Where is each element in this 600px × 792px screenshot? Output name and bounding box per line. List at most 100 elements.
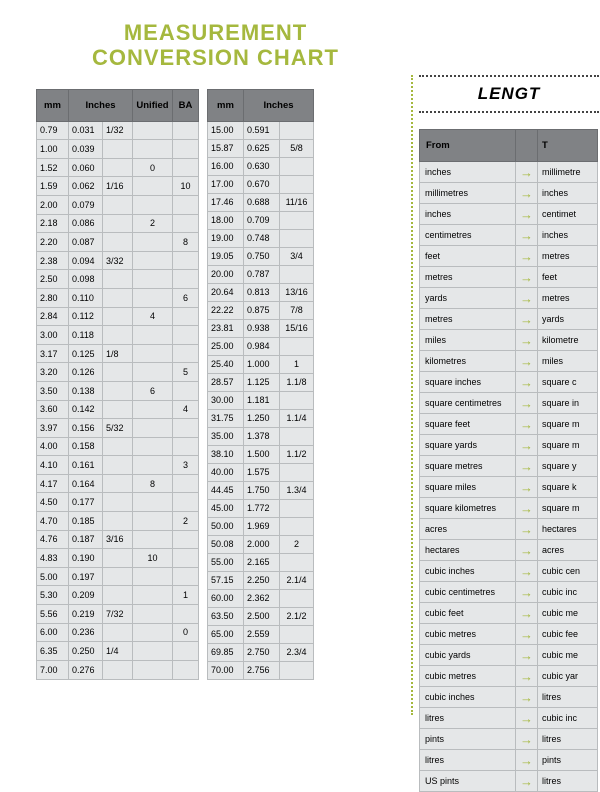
cell: 2.18 — [37, 214, 69, 233]
cell: 30.00 — [208, 391, 244, 409]
cell — [133, 605, 173, 624]
table-row: square yards→square m — [420, 435, 598, 456]
table-row: 3.970.1565/32 — [37, 419, 199, 438]
table-row: 15.000.591 — [208, 121, 314, 139]
arrow-icon: → — [516, 414, 538, 435]
cell: 3.00 — [37, 326, 69, 345]
cell — [133, 195, 173, 214]
cell: 0.118 — [69, 326, 103, 345]
table-row: 28.571.1251.1/8 — [208, 373, 314, 391]
cell — [103, 214, 133, 233]
table-row: feet→metres — [420, 246, 598, 267]
cell-to: square m — [538, 498, 598, 519]
cell-from: metres — [420, 267, 516, 288]
arrow-icon: → — [516, 456, 538, 477]
cell: 10 — [133, 549, 173, 568]
cell — [133, 270, 173, 289]
cell-to: cubic me — [538, 603, 598, 624]
cell — [280, 499, 314, 517]
table-row: 50.001.969 — [208, 517, 314, 535]
cell — [280, 463, 314, 481]
cell — [133, 140, 173, 159]
cell: 1 — [280, 355, 314, 373]
cell — [133, 344, 173, 363]
cell-to: pints — [538, 750, 598, 771]
table-row: 19.000.748 — [208, 229, 314, 247]
table-row: 4.830.19010 — [37, 549, 199, 568]
table-row: 4.500.177 — [37, 493, 199, 512]
cell: 0.062 — [69, 177, 103, 196]
cell: 2.500 — [244, 607, 280, 625]
cell: 40.00 — [208, 463, 244, 481]
table-row: cubic inches→litres — [420, 687, 598, 708]
cell: 0.185 — [69, 512, 103, 531]
arrow-icon: → — [516, 624, 538, 645]
table-row: 4.100.1613 — [37, 456, 199, 475]
cell: 1.59 — [37, 177, 69, 196]
cell: 2.38 — [37, 251, 69, 270]
cell: 4.10 — [37, 456, 69, 475]
cell: 0.875 — [244, 301, 280, 319]
table-row: 40.001.575 — [208, 463, 314, 481]
cell: 1.52 — [37, 158, 69, 177]
cell: 0.688 — [244, 193, 280, 211]
cell-to: miles — [538, 351, 598, 372]
arrow-icon: → — [516, 519, 538, 540]
cell: 22.22 — [208, 301, 244, 319]
cell: 16.00 — [208, 157, 244, 175]
table-row: 57.152.2502.1/4 — [208, 571, 314, 589]
cell-to: litres — [538, 771, 598, 792]
cell: 1.969 — [244, 517, 280, 535]
cell — [133, 660, 173, 679]
cell: 4.00 — [37, 437, 69, 456]
page-container: MEASUREMENT CONVERSION CHART mmInchesUni… — [0, 0, 600, 730]
table-row: 70.002.756 — [208, 661, 314, 679]
cell: 0.670 — [244, 175, 280, 193]
table-row: 22.220.8757/8 — [208, 301, 314, 319]
arrow-icon: → — [516, 771, 538, 792]
cell: 2 — [133, 214, 173, 233]
cell — [133, 456, 173, 475]
cell: 70.00 — [208, 661, 244, 679]
cell: 2.756 — [244, 661, 280, 679]
table-row: litres→pints — [420, 750, 598, 771]
cell — [173, 549, 199, 568]
cell-from: square feet — [420, 414, 516, 435]
col-header — [516, 130, 538, 162]
cell: 0.709 — [244, 211, 280, 229]
arrow-icon: → — [516, 582, 538, 603]
title-line-1: MEASUREMENT — [124, 20, 307, 45]
cell: 20.64 — [208, 283, 244, 301]
arrow-icon: → — [516, 372, 538, 393]
cell: 28.57 — [208, 373, 244, 391]
cell: 0.787 — [244, 265, 280, 283]
cell-to: litres — [538, 729, 598, 750]
cell-from: miles — [420, 330, 516, 351]
cell — [103, 437, 133, 456]
cell — [133, 493, 173, 512]
cell — [280, 589, 314, 607]
table-row: square metres→square y — [420, 456, 598, 477]
cell: 4.70 — [37, 512, 69, 531]
cell: 7.00 — [37, 660, 69, 679]
cell: 4.76 — [37, 530, 69, 549]
conversion-table-2: mmInches15.000.59115.870.6255/816.000.63… — [207, 89, 314, 680]
cell: 0.236 — [69, 623, 103, 642]
cell-from: kilometres — [420, 351, 516, 372]
cell-to: inches — [538, 225, 598, 246]
cell-from: pints — [420, 729, 516, 750]
col-header: T — [538, 130, 598, 162]
cell-to: yards — [538, 309, 598, 330]
cell: 0.190 — [69, 549, 103, 568]
cell-to: kilometre — [538, 330, 598, 351]
cell: 4 — [133, 307, 173, 326]
cell — [173, 158, 199, 177]
cell — [173, 214, 199, 233]
col-header: Inches — [69, 89, 133, 121]
cell — [173, 195, 199, 214]
cell: 0.156 — [69, 419, 103, 438]
table-row: 2.000.079 — [37, 195, 199, 214]
cell: 50.08 — [208, 535, 244, 553]
cell — [173, 437, 199, 456]
cell — [133, 437, 173, 456]
